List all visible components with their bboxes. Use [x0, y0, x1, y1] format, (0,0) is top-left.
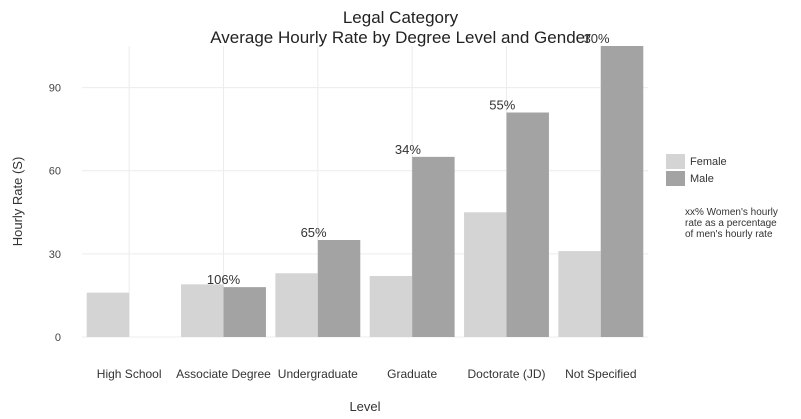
y-tick-label: 30 — [49, 249, 61, 261]
bar-female — [464, 212, 507, 337]
x-tick-label: Graduate — [387, 367, 437, 381]
bar-percent-label: 106% — [207, 272, 241, 287]
y-tick-label: 60 — [49, 166, 61, 178]
x-tick-label: Undergraduate — [278, 367, 358, 381]
bar-female — [369, 276, 413, 337]
x-axis-title: Level — [349, 399, 380, 414]
bar-male — [317, 240, 361, 337]
legend-note: xx% Women's hourly rate as a percentage … — [685, 207, 778, 240]
x-tick-label: Doctorate (JD) — [467, 367, 545, 381]
legend-item-female: Female — [666, 153, 727, 170]
bar-male — [506, 112, 549, 337]
legend-swatch-female — [666, 154, 685, 169]
legend: Female Male — [666, 153, 727, 187]
bar-male — [223, 287, 266, 337]
bar-female — [275, 273, 318, 337]
bar-female — [558, 251, 601, 337]
x-tick-label: High School — [97, 367, 162, 381]
x-tick-label: Associate Degree — [176, 367, 271, 381]
y-tick-label: 90 — [49, 83, 61, 95]
legend-label-male: Male — [690, 172, 714, 185]
y-tick-label: 0 — [55, 332, 61, 344]
legend-label-female: Female — [690, 155, 727, 168]
bar-female — [181, 284, 224, 337]
chart-title: Legal Category — [342, 8, 459, 27]
bar-percent-label: 55% — [489, 98, 515, 113]
bar-percent-label: 65% — [301, 225, 327, 240]
legend-swatch-male — [666, 171, 685, 186]
bar-percent-label: 30% — [584, 31, 610, 46]
bar-percent-label: 34% — [395, 142, 421, 157]
chart-subtitle: Average Hourly Rate by Degree Level and … — [210, 28, 591, 47]
y-axis-title: Hourly Rate (S) — [10, 157, 25, 247]
bar-female — [86, 292, 130, 337]
x-tick-label: Not Specified — [565, 367, 636, 381]
legend-item-male: Male — [666, 170, 727, 187]
bar-male — [412, 156, 455, 337]
bar-male — [600, 46, 644, 337]
